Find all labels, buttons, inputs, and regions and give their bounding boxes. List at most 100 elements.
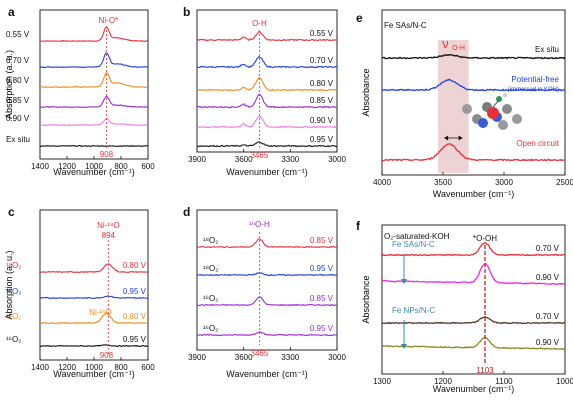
panel-d-xtick-label: 3600 (235, 353, 253, 362)
panel-c-gas-label: ¹⁸O₂ (6, 287, 21, 296)
panel-a-curve-label: Ex situ (6, 135, 30, 144)
panel-f-group-label-1: Fe SAs/N-C (392, 240, 435, 249)
panel-a-xtick-label: 1200 (58, 162, 76, 171)
molecule-atom-icon (512, 114, 522, 124)
panel-c-peak-label-1: Ni-¹⁸O (97, 221, 119, 230)
panel-a-curve (40, 26, 149, 42)
panel-e-peak-label: ν (442, 36, 449, 51)
panel-f-curve (381, 316, 566, 325)
panel-c-peak-label-2: Ni-¹⁶O (89, 308, 111, 317)
panel-c-xtick-label: 800 (114, 363, 128, 372)
panel-e-xlabel: Wavenumber (cm⁻¹) (433, 189, 514, 199)
panel-f-group-label-2: Fe NPs/N-C (392, 306, 435, 315)
panel-c-xtick-label: 1200 (58, 363, 76, 372)
panel-e-curve (381, 78, 566, 92)
panel-d-xtick-label: 3300 (281, 353, 299, 362)
panel-c-curve-label: 0.95 V (123, 287, 147, 296)
panel-e-xtick-label: 3000 (495, 178, 513, 187)
panel-c-xtick-label: 600 (141, 363, 155, 372)
molecule-atom-icon (462, 104, 472, 114)
panel-a-curve (40, 72, 148, 89)
panel-c-xtick-label: 1400 (31, 363, 49, 372)
panel-d-gas-label: ¹⁶O₂ (203, 324, 218, 333)
molecule-atom-icon (478, 118, 488, 128)
panel-c-curve-label: 0.95 V (123, 335, 147, 344)
panel-e-curve-label: Ex situ (535, 45, 559, 54)
panel-e-curve (381, 53, 566, 60)
panel-b-curve (196, 76, 337, 92)
panel-c-curve-label: 0.80 V (123, 312, 147, 321)
panel-a-xtick-label: 600 (141, 162, 155, 171)
panel-b-curve-label: 0.70 V (310, 56, 334, 65)
panel-b-xtick-label: 3300 (281, 155, 299, 164)
panel-b-xlabel: Wavenumber (cm⁻¹) (226, 167, 307, 177)
panel-f-xtick-label: 1100 (495, 377, 513, 386)
panel-f-curve (381, 241, 566, 257)
panel-d-xlabel: Wavenumber (cm⁻¹) (226, 369, 307, 379)
panel-d-marker-label: 3465 (251, 349, 269, 358)
panel-c-ylabel: Absorption (a. u.) (4, 250, 14, 319)
molecule-oh-icon (496, 96, 502, 102)
panel-f-xtick-label: 1200 (434, 377, 452, 386)
panel-a-peak-label: Ni-O* (99, 16, 119, 25)
panel-b-marker-label: 3465 (251, 151, 269, 160)
panel-a-xtick-label: 800 (114, 162, 128, 171)
panel-d-xtick-label: 3000 (328, 353, 346, 362)
panel-d-curve (196, 331, 338, 337)
panel-c-peak-value-1: 894 (102, 231, 116, 240)
panel-f-title: O₂-saturated-KOH (384, 232, 450, 241)
molecule-atom-icon (502, 104, 512, 114)
panel-b-xtick-label: 3000 (328, 155, 346, 164)
panel-d-xtick-label: 3900 (188, 353, 206, 362)
panel-f-curve-label: 0.70 V (536, 244, 560, 253)
panel-a-xtick-label: 1000 (85, 162, 103, 171)
panel-a-xlabel: Wavenumber (cm⁻¹) (53, 167, 134, 177)
panel-c-gas-label: ¹⁶O₂ (6, 335, 21, 344)
panel-e-xtick-label: 3500 (434, 178, 452, 187)
panel-d-curve-label: 0.95 V (310, 324, 334, 333)
panel-f-marker-label: 1103 (476, 366, 494, 375)
panel-a-curve (39, 117, 148, 127)
panel-f-curve-label: 0.90 V (536, 338, 560, 347)
panel-f-curve-label: 0.90 V (536, 273, 560, 282)
molecule-atom-icon (498, 120, 508, 130)
molecule-h-icon (503, 93, 507, 97)
molecule-bond-icon (492, 99, 500, 108)
panel-b-curve (196, 141, 338, 148)
panel-d-curve (196, 272, 338, 277)
panel-f-curve (381, 262, 566, 286)
panel-e-curve (382, 142, 566, 162)
panel-d-curve-label: 0.95 V (310, 264, 334, 273)
panel-f-arrow-head-1 (401, 279, 407, 284)
panel-a-curve-label: 0.80 V (6, 76, 30, 85)
panel-d-gas-label: ¹⁸O₂ (203, 236, 218, 245)
molecule-center-atom-icon (487, 107, 499, 119)
panel-c-curve (40, 312, 149, 325)
panel-e-curve-sublabel: (immersed in KOH) (508, 87, 559, 93)
panel-b-letter: b (183, 5, 190, 19)
panel-b-curve-label: 0.90 V (310, 116, 334, 125)
panel-e-title: Fe SAs/N-C (384, 21, 427, 30)
panel-a-curve-label: 0.55 V (6, 30, 30, 39)
panel-a-curve (39, 96, 148, 108)
panel-d-curve (196, 296, 337, 307)
panel-b-peak-label: O-H (252, 19, 267, 28)
panel-a-ylabel: Absorption (a. u.) (4, 50, 14, 119)
panel-e-arrow-heads (444, 135, 463, 141)
panel-f-axes-frame (381, 224, 566, 375)
panel-a-curve (39, 52, 149, 68)
panel-e-curve-label: Potential-free (511, 75, 559, 84)
panel-d-letter: d (183, 205, 190, 219)
panel-e-letter: e (356, 11, 363, 25)
panel-b-curve (196, 93, 337, 109)
panel-e-ylabel: Absorbance (361, 68, 371, 116)
panel-c-marker-label: 908 (100, 351, 114, 360)
panel-d-gas-label: ¹⁸O₂ (203, 264, 218, 273)
panel-a-curve-label: 0.70 V (6, 56, 30, 65)
panel-b-curve-label: 0.85 V (310, 96, 334, 105)
panel-d-curve (196, 238, 338, 249)
panel-f-ylabel: Absorbance (361, 275, 371, 323)
panel-b-curve (196, 55, 338, 69)
panel-f-xtick-label: 1300 (373, 377, 391, 386)
panel-c-curve (40, 295, 149, 300)
